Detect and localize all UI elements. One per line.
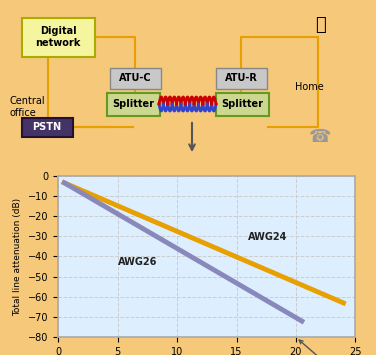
Text: 3.5 miles: 3.5 miles	[299, 340, 355, 355]
Y-axis label: Total line attenuation (dB): Total line attenuation (dB)	[14, 197, 23, 316]
Text: Splitter: Splitter	[112, 99, 154, 109]
FancyBboxPatch shape	[21, 17, 94, 56]
Text: Splitter: Splitter	[221, 99, 263, 109]
Text: Home: Home	[295, 82, 324, 92]
FancyBboxPatch shape	[215, 93, 268, 115]
Text: AWG26: AWG26	[118, 257, 157, 267]
FancyBboxPatch shape	[21, 118, 73, 137]
Text: ☎: ☎	[309, 128, 331, 146]
Text: AWG24: AWG24	[249, 232, 288, 242]
Text: PSTN: PSTN	[32, 122, 62, 132]
Text: 🖥: 🖥	[315, 16, 325, 34]
Text: Digital
network: Digital network	[35, 26, 81, 48]
Text: ATU-C: ATU-C	[119, 73, 151, 83]
FancyBboxPatch shape	[215, 67, 267, 88]
FancyBboxPatch shape	[106, 93, 159, 115]
Text: Central
office: Central office	[10, 96, 45, 118]
Text: ATU-R: ATU-R	[224, 73, 258, 83]
FancyBboxPatch shape	[109, 67, 161, 88]
